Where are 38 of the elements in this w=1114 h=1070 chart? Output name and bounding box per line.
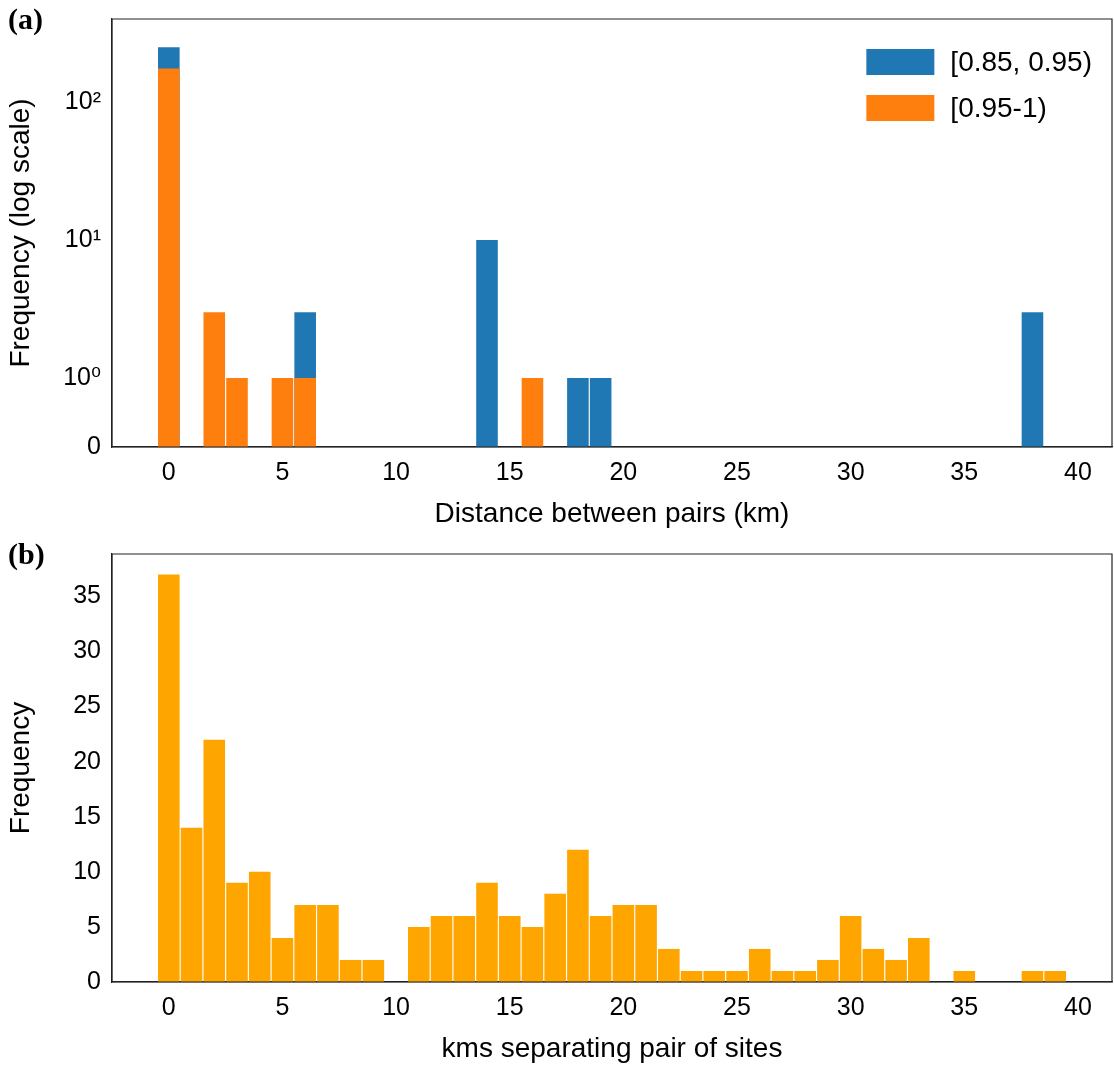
chart-title: (b)	[8, 536, 45, 571]
legend-label: [0.85, 0.95)	[950, 45, 1092, 77]
y-tick-label: 20	[73, 745, 101, 774]
y-tick-label: 5	[87, 910, 101, 939]
x-tick-label: 35	[950, 456, 979, 485]
x-tick-label: 20	[609, 991, 638, 1020]
x-tick-label: 10	[382, 991, 410, 1020]
x-tick-label: 40	[1064, 456, 1092, 485]
x-tick-label: 40	[1064, 991, 1092, 1020]
y-axis-title: Frequency	[3, 701, 35, 835]
y-tick-label: 0	[87, 430, 101, 459]
x-tick-label: 10	[382, 456, 410, 485]
x-tick-label: 5	[275, 991, 290, 1020]
y-tick-label: 25	[73, 690, 101, 719]
y-tick-label: 10⁰	[63, 361, 101, 390]
x-tick-label: 0	[161, 991, 176, 1020]
legend-label: [0.95-1)	[950, 91, 1047, 123]
x-tick-label: 25	[723, 456, 751, 485]
x-tick-label: 30	[836, 991, 865, 1020]
x-tick-label: 5	[275, 456, 290, 485]
x-tick-label: 20	[609, 456, 638, 485]
y-tick-label: 30	[73, 635, 101, 664]
x-tick-label: 35	[950, 991, 979, 1020]
x-tick-label: 30	[836, 456, 865, 485]
x-axis-title: Distance between pairs (km)	[434, 496, 790, 528]
chart-title: (a)	[8, 1, 43, 36]
x-tick-label: 25	[723, 991, 751, 1020]
x-tick-label: 15	[495, 456, 524, 485]
y-axis-title: Frequency (log scale)	[3, 98, 35, 368]
y-tick-label: 35	[73, 580, 101, 609]
x-tick-label: 0	[161, 456, 176, 485]
y-tick-label: 10¹	[64, 223, 101, 252]
x-axis-title: kms separating pair of sites	[441, 1031, 783, 1063]
y-tick-label: 10²	[64, 85, 101, 114]
y-tick-label: 10	[73, 855, 101, 884]
y-tick-label: 15	[73, 800, 101, 829]
x-tick-label: 15	[495, 991, 524, 1020]
y-tick-label: 0	[87, 965, 101, 994]
